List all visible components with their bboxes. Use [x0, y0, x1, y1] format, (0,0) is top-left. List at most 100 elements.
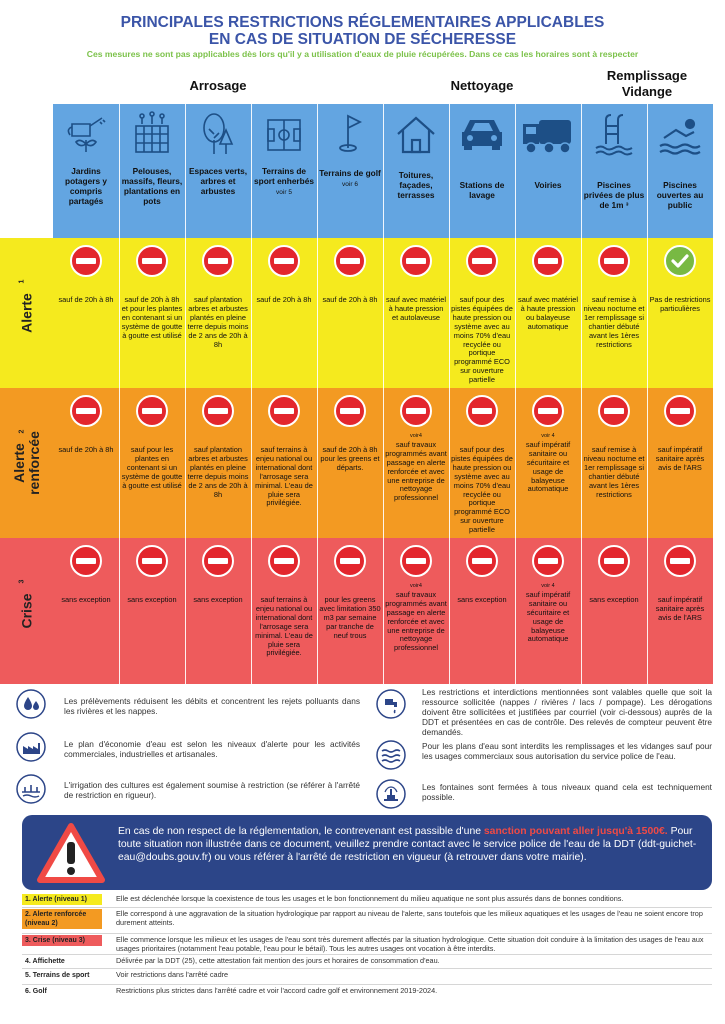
restriction-cell: sauf de 20h à 8h et pour les plantes en … [119, 238, 185, 388]
column-header: Toitures, façades, terrasses [383, 104, 449, 238]
tap-icon [376, 689, 406, 719]
restriction-cell: sans exception [581, 538, 647, 684]
no-entry-icon [268, 245, 300, 280]
legend-description: Voir restrictions dans l'arrêté cadre [116, 970, 229, 979]
no-entry-icon [598, 395, 630, 430]
legend-key: 1. Alerte (niveau 1) [22, 894, 102, 905]
flower-bed-icon [135, 111, 169, 153]
restriction-cell: pour les greens avec limitation 350 m3 p… [317, 538, 383, 684]
golf-flag-icon [339, 114, 363, 152]
restriction-cell: sauf impératif sanitaire après avis de l… [647, 538, 713, 684]
column-divider [449, 104, 450, 684]
restriction-cell: voir 4 sauf impératif sanitaire ou sécuri… [515, 538, 581, 684]
restriction-cell: sans exception [53, 538, 119, 684]
restriction-cell: voir4 sauf travaux programmés avant passa… [383, 388, 449, 538]
legend-key: 4. Affichette [25, 958, 65, 965]
restriction-cell: sauf avec matériel à haute pression ou b… [515, 238, 581, 388]
cell-text: sauf de 20h à 8h [58, 295, 114, 304]
no-entry-icon [598, 545, 630, 580]
house-icon [397, 116, 435, 154]
no-entry-icon [136, 545, 168, 580]
legend-key: 5. Terrains de sport [25, 972, 90, 979]
cell-text: sauf de 20h à 8h [256, 295, 312, 304]
column-header: Piscines ouvertes au public [647, 104, 713, 238]
restriction-cell: sans exception [449, 538, 515, 684]
warning-icon [37, 823, 105, 883]
restriction-cell: sauf pour les plantes en contenant si un… [119, 388, 185, 538]
info-text: Le plan d'économie d'eau est selon les n… [64, 739, 360, 759]
no-entry-icon [136, 245, 168, 280]
cell-note: voir4 [410, 433, 422, 439]
legend-row: 2. Alerte renforcée (niveau 2) Elle corre… [22, 909, 712, 935]
cell-text: sauf avec matériel à haute pression et a… [386, 295, 446, 322]
water-drops-icon [16, 689, 46, 719]
restriction-cell: sauf pour des pistes équipées de haute p… [449, 238, 515, 388]
cell-text: sauf terrains à enjeu national ou intern… [255, 595, 313, 658]
legend-description: Délivrée par la DDT (25), cette attestat… [116, 956, 440, 965]
column-header: Terrains de sport enherbés voir 5 [251, 104, 317, 238]
column-header: Pelouses, massifs, fleurs, plantations e… [119, 104, 185, 238]
legend-divider [22, 954, 712, 955]
no-entry-icon [268, 395, 300, 430]
page-subtitle: Ces mesures ne sont pas applicables dès … [86, 49, 639, 59]
legend-key: 3. Crise (niveau 3) [22, 935, 102, 946]
legend-key: 2. Alerte renforcée (niveau 2) [22, 909, 102, 929]
sport-field-icon [267, 119, 301, 151]
restriction-cell: sauf de 20h à 8h [317, 238, 383, 388]
group-arrosage: Arrosage [189, 78, 247, 93]
cell-text: sauf impératif sanitaire ou sécuritaire … [525, 589, 571, 644]
no-entry-icon [70, 545, 102, 580]
column-divider [515, 104, 516, 684]
column-header: Terrains de golf voir 6 [317, 104, 383, 238]
warning-text: En cas de non respect de la réglementati… [118, 826, 484, 837]
info-text: Les prélèvements réduisent les débits et… [64, 696, 360, 716]
cell-text: sauf remise à niveau nocturne et 1er rem… [583, 445, 645, 499]
restriction-cell: sauf remise à niveau nocturne et 1er rem… [581, 388, 647, 538]
no-entry-icon [334, 395, 366, 430]
column-divider [581, 104, 582, 684]
no-entry-icon [400, 245, 432, 280]
info-text: Les fontaines sont fermées à tous niveau… [422, 782, 712, 802]
legend-row: 4. Affichette Délivrée par la DDT (25), c… [22, 956, 712, 970]
cell-text: sauf impératif sanitaire ou sécuritaire … [525, 439, 571, 494]
no-entry-icon [334, 545, 366, 580]
column-divider [185, 104, 186, 684]
no-entry-icon [532, 395, 564, 430]
cell-note: voir 4 [541, 433, 555, 439]
cell-text: sauf plantation arbres et arbustes plant… [187, 445, 249, 499]
no-entry-icon [136, 395, 168, 430]
no-entry-icon [202, 395, 234, 430]
watering-can-icon [67, 117, 106, 152]
column-divider [647, 104, 648, 684]
column-header: Stations de lavage [449, 104, 515, 238]
restriction-cell: sauf de 20h à 8h [53, 238, 119, 388]
restriction-cell: sauf de 20h à 8h pour les greens et dépa… [317, 388, 383, 538]
no-entry-icon [532, 545, 564, 580]
restriction-cell: sauf remise à niveau nocturne et 1er rem… [581, 238, 647, 388]
restriction-cell: sans exception [119, 538, 185, 684]
restriction-cell: sauf pour des pistes équipées de haute p… [449, 388, 515, 538]
cell-note: voir4 [410, 583, 422, 589]
pool-ladder-icon [595, 114, 633, 156]
restriction-cell: sans exception [185, 538, 251, 684]
restriction-cell: sauf de 20h à 8h [53, 388, 119, 538]
cell-text: sauf de 20h à 8h [322, 295, 378, 304]
column-header: Voiries [515, 104, 581, 238]
restriction-cell: sauf de 20h à 8h [251, 238, 317, 388]
waves-icon [376, 740, 406, 770]
legend-description: Elle est déclenchée lorsque la coexisten… [116, 894, 624, 903]
cell-text: Pas de restrictions particulières [649, 295, 711, 313]
cell-text: sauf de 20h à 8h [58, 445, 114, 454]
legend-row: 6. Golf Restrictions plus strictes dans l… [22, 986, 712, 1004]
car-icon [462, 120, 502, 150]
cell-text: sauf terrains à enjeu national ou intern… [255, 445, 313, 508]
group-nettoyage: Nettoyage [450, 78, 514, 93]
column-divider [119, 104, 120, 684]
cell-text: sauf pour des pistes équipées de haute p… [451, 445, 513, 535]
cell-text: sauf de 20h à 8h pour les greens et dépa… [320, 445, 380, 472]
legend-row: 5. Terrains de sport Voir restrictions da… [22, 970, 712, 986]
legend-divider [22, 933, 712, 934]
no-entry-icon [70, 245, 102, 280]
irrigation-icon [16, 774, 46, 804]
restriction-cell: sauf avec matériel à haute pression et a… [383, 238, 449, 388]
